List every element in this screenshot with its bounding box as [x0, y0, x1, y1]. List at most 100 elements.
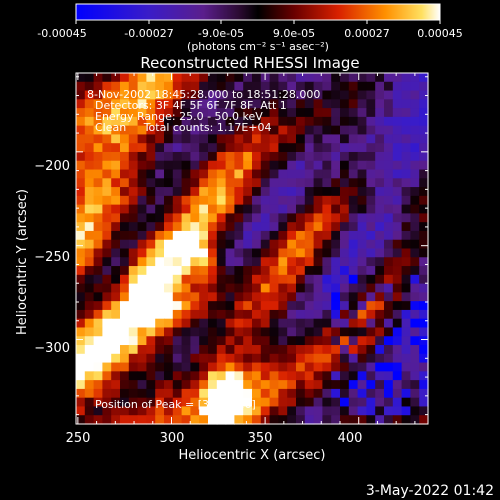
- heatmap-cell: [128, 108, 139, 118]
- heatmap-cell: [199, 108, 209, 118]
- heatmap-cell: [392, 239, 403, 250]
- heatmap-cell: [313, 230, 323, 241]
- annotation-clean-counts: Clean Total counts: 1.17E+04: [95, 121, 272, 134]
- heatmap-cell: [93, 274, 103, 285]
- heatmap-cell: [419, 371, 429, 381]
- heatmap-cell: [401, 309, 411, 320]
- heatmap-cell: [93, 388, 103, 399]
- heatmap-cell: [392, 248, 403, 258]
- heatmap-cell: [375, 257, 385, 267]
- heatmap-cell: [419, 108, 429, 118]
- heatmap-cell: [243, 99, 253, 109]
- heatmap-cell: [269, 178, 279, 188]
- heatmap-cell: [269, 230, 279, 241]
- heatmap-cell: [93, 143, 103, 153]
- heatmap-cell: [287, 169, 297, 179]
- axis-ticks: [76, 73, 428, 424]
- heatmap-cell: [375, 143, 385, 153]
- heatmap-cell: [296, 371, 306, 381]
- heatmap-cell: [216, 397, 227, 408]
- heatmap-cell: [278, 274, 288, 285]
- heatmap-cell: [155, 73, 165, 83]
- heatmap-cell: [84, 380, 95, 390]
- heatmap-cell: [375, 151, 385, 162]
- heatmap-cell: [419, 239, 429, 250]
- heatmap-cell: [392, 309, 403, 320]
- heatmap-cell: [146, 415, 156, 425]
- heatmap-cell: [155, 257, 165, 267]
- heatmap-cell: [331, 134, 341, 144]
- heatmap-cell: [348, 178, 359, 188]
- heatmap-cell: [128, 388, 139, 399]
- heatmap-cell: [146, 73, 156, 83]
- heatmap-cell: [384, 380, 394, 390]
- heatmap-cell: [234, 292, 244, 302]
- heatmap-cell: [225, 204, 235, 215]
- heatmap-cell: [137, 125, 147, 136]
- heatmap-cell: [340, 81, 350, 92]
- heatmap-cell: [269, 81, 279, 92]
- heatmap-cell: [172, 151, 183, 162]
- heatmap-cell: [252, 178, 262, 188]
- heatmap-cell: [172, 266, 183, 276]
- heatmap-cell: [392, 151, 403, 162]
- heatmap-cell: [225, 108, 235, 118]
- heatmap-cell: [269, 266, 279, 276]
- heatmap-cell: [252, 116, 262, 127]
- heatmap-cell: [111, 318, 121, 329]
- heatmap-cell: [304, 178, 315, 188]
- heatmap-cell: [260, 239, 271, 250]
- heatmap-cell: [348, 81, 359, 92]
- heatmap-cell: [190, 213, 200, 223]
- heatmap-cell: [190, 248, 200, 258]
- heatmap-cell: [181, 143, 191, 153]
- heatmap-cell: [392, 397, 403, 408]
- heatmap-cell: [234, 108, 244, 118]
- heatmap-cell: [401, 116, 411, 127]
- heatmap-cell: [137, 388, 147, 399]
- heatmap-cell: [401, 108, 411, 118]
- heatmap-cell: [76, 388, 86, 399]
- heatmap-cell: [102, 160, 112, 171]
- heatmap-cell: [296, 160, 306, 171]
- heatmap-cell: [102, 257, 112, 267]
- heatmap-cell: [384, 362, 394, 372]
- heatmap-cell: [287, 283, 297, 293]
- heatmap-cell: [155, 143, 165, 153]
- heatmap-cell: [375, 204, 385, 215]
- heatmap-cell: [146, 178, 156, 188]
- heatmap-cell: [128, 116, 139, 127]
- heatmap-cell: [304, 204, 315, 215]
- heatmap-cell: [340, 195, 350, 206]
- heatmap-cell: [164, 213, 174, 223]
- heatmap-cell: [216, 266, 227, 276]
- heatmap-cell: [128, 371, 139, 381]
- heatmap-cell: [137, 292, 147, 302]
- heatmap-cell: [120, 327, 130, 337]
- heatmap-cell: [287, 380, 297, 390]
- heatmap-cell: [225, 336, 235, 346]
- heatmap-cell: [287, 318, 297, 329]
- heatmap-cell: [102, 248, 112, 258]
- heatmap-cell: [146, 169, 156, 179]
- heatmap-cell: [419, 283, 429, 293]
- heatmap-cell: [313, 301, 323, 311]
- heatmap-cell: [260, 336, 271, 346]
- heatmap-cell: [164, 380, 174, 390]
- heatmap-cell: [322, 143, 332, 153]
- heatmap-cell: [348, 222, 359, 232]
- heatmap-cell: [392, 380, 403, 390]
- heatmap-cell: [102, 81, 112, 92]
- heatmap-cell: [340, 125, 350, 136]
- heatmap-cell: [243, 73, 253, 83]
- heatmap-cell: [93, 160, 103, 171]
- heatmap-cell: [366, 336, 376, 346]
- heatmap-cell: [190, 99, 200, 109]
- heatmap-cell: [419, 160, 429, 171]
- heatmap-cell: [199, 257, 209, 267]
- heatmap-cell: [137, 406, 147, 416]
- heatmap-cell: [234, 327, 244, 337]
- heatmap-cell: [269, 292, 279, 302]
- heatmap-cell: [216, 274, 227, 285]
- heatmap-cell: [164, 204, 174, 215]
